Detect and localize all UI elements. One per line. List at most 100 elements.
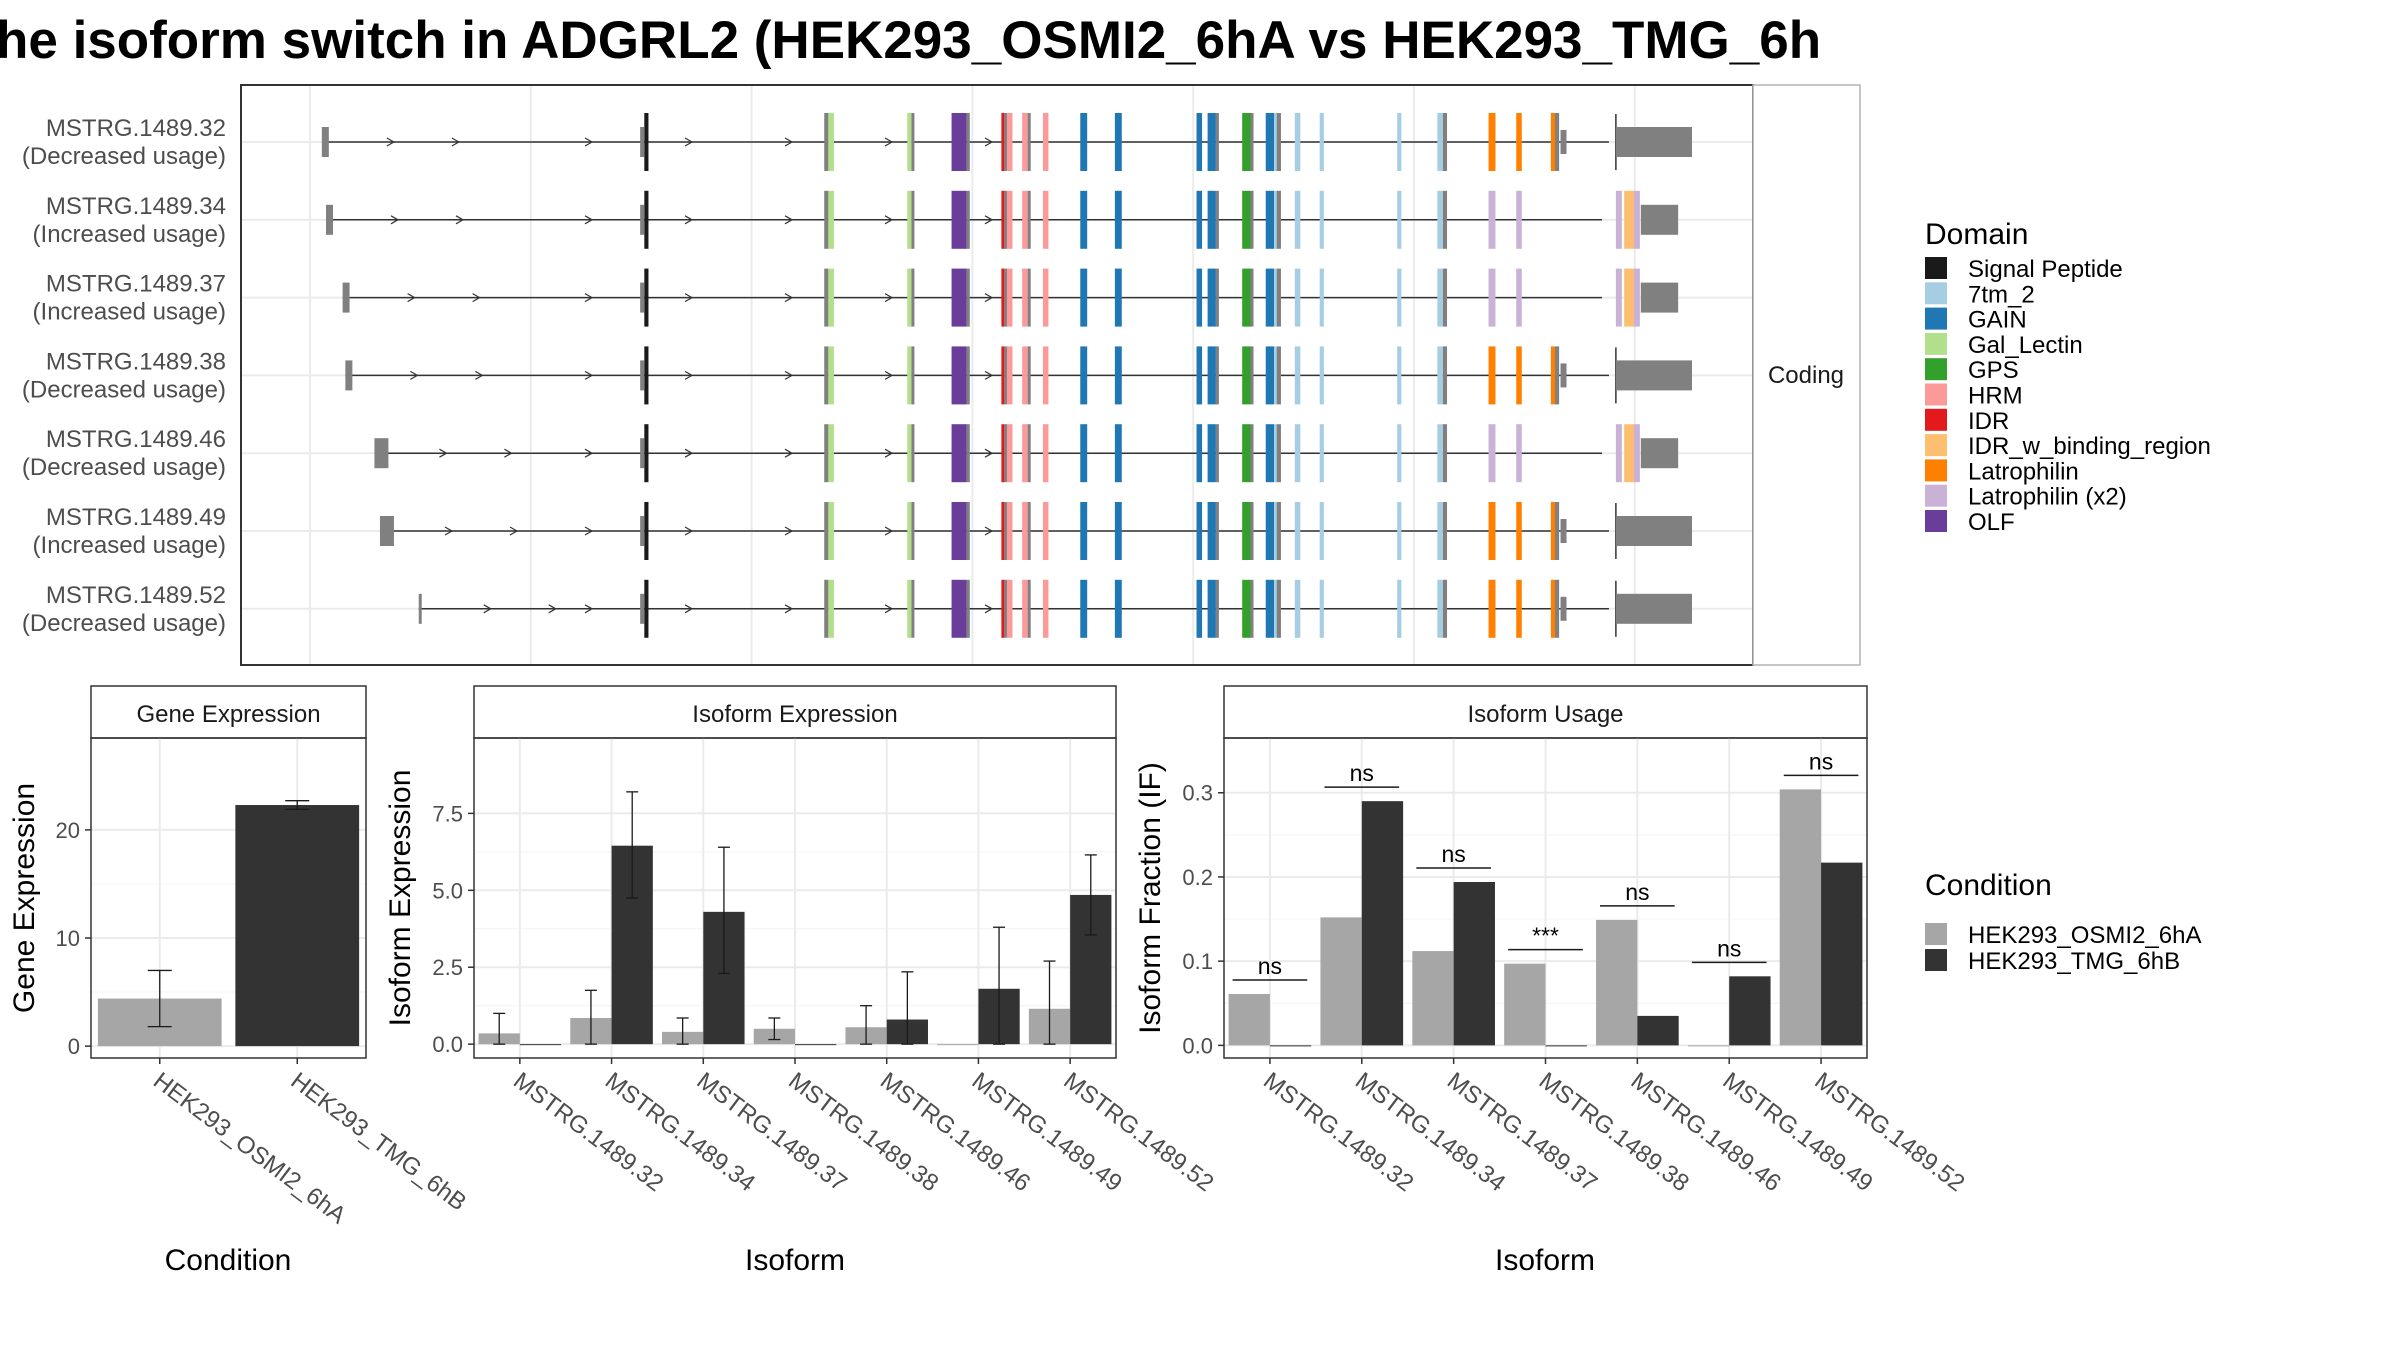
direction-arrow [475, 370, 484, 380]
direction-arrow [784, 137, 794, 147]
bar-cond-b [1269, 1045, 1312, 1047]
exon-block [1560, 130, 1567, 154]
domain-block [1114, 424, 1122, 483]
domain-block [1442, 113, 1448, 171]
x-tick-label: MSTRG.1489.49 [1718, 1067, 1878, 1197]
direction-arrow [410, 370, 419, 380]
domain-block [1196, 579, 1203, 638]
domain-block [1265, 268, 1275, 327]
domain-block [1397, 190, 1402, 249]
domain-legend-label: Latrophilin [1968, 458, 2079, 485]
domain-block [1022, 502, 1028, 560]
direction-arrow [984, 370, 994, 380]
direction-arrow [884, 370, 894, 380]
domain-block [1274, 424, 1278, 483]
domain-block [1004, 424, 1008, 483]
domain-block [1215, 268, 1219, 327]
domain-block [1265, 502, 1275, 560]
isoform-expression-chart: Isoform Expression 0.0 2.5 5.0 7.5 MSTRG.1489… [384, 685, 1219, 1277]
direction-arrow [984, 448, 994, 458]
domain-block [1550, 113, 1555, 171]
domain-block [1080, 424, 1088, 483]
domain-block [1207, 502, 1216, 560]
domain-block [1319, 268, 1324, 327]
direction-arrow [684, 293, 694, 303]
domain-block [1633, 268, 1640, 327]
condition-legend-key [1925, 923, 1947, 945]
domain-block [1196, 190, 1203, 249]
domain-legend-key [1925, 257, 1947, 279]
domain-block [1027, 190, 1031, 249]
domain-block [907, 113, 912, 171]
domain-block [966, 502, 970, 560]
domain-block [966, 346, 970, 405]
x-tick-label: MSTRG.1489.49 [967, 1067, 1127, 1197]
domain-block [1516, 502, 1522, 560]
domain-legend-key [1925, 307, 1947, 330]
domain-block [1207, 346, 1216, 405]
domain-block [1294, 113, 1301, 171]
direction-arrow [684, 604, 694, 614]
domain-block [1027, 268, 1031, 327]
domain-legend-key [1925, 332, 1947, 355]
domain-block [1437, 502, 1443, 560]
domain-block [1006, 346, 1013, 405]
domain-block [1488, 579, 1496, 638]
domain-block [1274, 268, 1278, 327]
y-tick-label: 2.5 [432, 955, 463, 980]
significance-label: ns [1350, 760, 1374, 786]
significance-label: ns [1258, 953, 1282, 979]
domain-block [1488, 424, 1496, 483]
first-exon [379, 516, 394, 546]
domain-block [1006, 190, 1013, 249]
domain-block [1319, 502, 1324, 560]
domain-block [1001, 346, 1005, 405]
domain-block [644, 502, 649, 560]
direction-arrow [884, 137, 894, 147]
direction-arrow [784, 370, 794, 380]
direction-arrow [584, 137, 594, 147]
domain-block [1265, 190, 1275, 249]
domain-block [1250, 113, 1254, 171]
direction-arrow [439, 448, 448, 458]
domain-block [644, 113, 649, 171]
domain-block [1265, 346, 1275, 405]
domain-block [1027, 424, 1031, 483]
domain-block [1437, 268, 1443, 327]
direction-arrow [784, 293, 794, 303]
domain-block [1250, 579, 1254, 638]
domain-block [1042, 502, 1049, 560]
domain-block [828, 579, 834, 638]
domain-block [1397, 113, 1402, 171]
domain-block [824, 113, 829, 171]
direction-arrow [684, 370, 694, 380]
domain-block [907, 268, 912, 327]
domain-block [1207, 424, 1216, 483]
domain-block [1250, 502, 1254, 560]
domain-block [1294, 190, 1301, 249]
exon-block [1560, 596, 1567, 621]
y-tick-label: 20 [56, 818, 80, 843]
direction-arrow [548, 604, 557, 614]
domain-block [1042, 190, 1049, 249]
domain-block [911, 579, 915, 638]
domain-block [1276, 502, 1281, 560]
domain-block [951, 579, 967, 638]
exon-block [1560, 519, 1567, 543]
domain-block [1294, 346, 1301, 405]
domain-block [644, 346, 649, 405]
domain-block [1207, 190, 1216, 249]
direction-arrow [984, 215, 994, 225]
domain-block [1196, 424, 1203, 483]
direction-arrow [984, 526, 994, 536]
domain-block [824, 502, 829, 560]
x-tick-label: MSTRG.1489.46 [875, 1067, 1035, 1197]
significance-label: ns [1809, 748, 1833, 774]
transcript-row [374, 424, 1679, 483]
domain-block [966, 424, 970, 483]
domain-legend: Domain Signal Peptide7tm_2GAINGal_Lectin… [1925, 218, 2211, 536]
domain-block [1004, 268, 1008, 327]
direction-arrow [684, 215, 694, 225]
domain-block [1319, 190, 1324, 249]
domain-legend-key [1925, 459, 1947, 482]
